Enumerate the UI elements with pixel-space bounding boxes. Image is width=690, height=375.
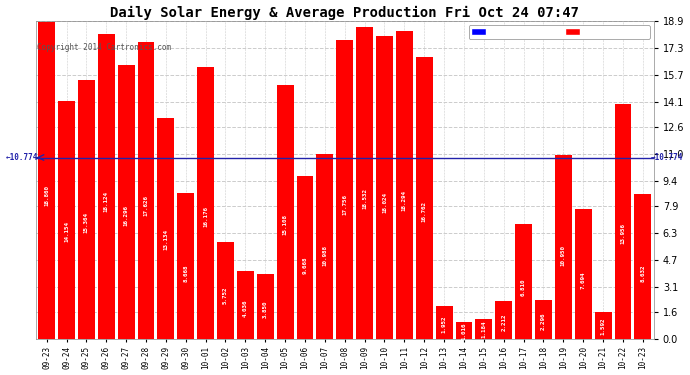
Text: 3.850: 3.850 bbox=[263, 301, 268, 318]
Bar bbox=[535, 300, 552, 339]
Bar bbox=[435, 306, 453, 339]
Text: 13.956: 13.956 bbox=[620, 223, 626, 244]
Title: Daily Solar Energy & Average Production Fri Oct 24 07:47: Daily Solar Energy & Average Production … bbox=[110, 6, 579, 20]
Bar bbox=[515, 224, 532, 339]
Bar bbox=[336, 40, 353, 339]
Bar bbox=[475, 319, 492, 339]
Text: →10.774: →10.774 bbox=[651, 153, 684, 162]
Bar bbox=[237, 271, 254, 339]
Bar bbox=[575, 209, 592, 339]
Bar bbox=[376, 36, 393, 339]
Bar bbox=[495, 302, 512, 339]
Text: 8.668: 8.668 bbox=[184, 264, 188, 282]
Text: 18.124: 18.124 bbox=[104, 191, 109, 212]
Bar bbox=[58, 100, 75, 339]
Bar bbox=[555, 154, 572, 339]
Text: 9.668: 9.668 bbox=[302, 257, 308, 274]
Bar bbox=[38, 21, 55, 339]
Text: 17.626: 17.626 bbox=[144, 195, 148, 216]
Bar bbox=[297, 176, 313, 339]
Text: 15.108: 15.108 bbox=[283, 214, 288, 235]
Bar bbox=[317, 154, 333, 339]
Text: 5.752: 5.752 bbox=[223, 286, 228, 304]
Bar bbox=[455, 322, 473, 339]
Text: ←10.774: ←10.774 bbox=[6, 153, 38, 162]
Text: 2.212: 2.212 bbox=[501, 313, 506, 331]
Text: 1.184: 1.184 bbox=[482, 321, 486, 339]
Bar bbox=[615, 104, 631, 339]
Bar bbox=[356, 27, 373, 339]
Text: 7.694: 7.694 bbox=[581, 272, 586, 289]
Text: 17.756: 17.756 bbox=[342, 194, 347, 215]
Text: 18.294: 18.294 bbox=[402, 190, 407, 211]
Text: 10.950: 10.950 bbox=[561, 245, 566, 266]
Bar bbox=[217, 242, 234, 339]
Text: 16.762: 16.762 bbox=[422, 201, 426, 222]
Text: 4.036: 4.036 bbox=[243, 299, 248, 317]
Text: 14.154: 14.154 bbox=[64, 221, 69, 242]
Text: 16.176: 16.176 bbox=[203, 206, 208, 227]
Text: 13.134: 13.134 bbox=[164, 229, 168, 250]
Text: 18.532: 18.532 bbox=[362, 188, 367, 209]
Bar bbox=[177, 193, 194, 339]
Text: 16.296: 16.296 bbox=[124, 205, 128, 226]
Text: 18.024: 18.024 bbox=[382, 192, 387, 213]
Text: 15.364: 15.364 bbox=[84, 212, 89, 233]
Bar bbox=[416, 57, 433, 339]
Legend: Average  (kWh), Daily  (kWh): Average (kWh), Daily (kWh) bbox=[469, 25, 649, 39]
Bar bbox=[595, 312, 611, 339]
Text: 1.592: 1.592 bbox=[600, 318, 606, 335]
Bar bbox=[634, 194, 651, 339]
Bar bbox=[98, 34, 115, 339]
Text: 2.296: 2.296 bbox=[541, 312, 546, 330]
Bar bbox=[396, 31, 413, 339]
Bar bbox=[78, 80, 95, 339]
Bar bbox=[197, 67, 214, 339]
Text: Copyright 2014 Cartronics.com: Copyright 2014 Cartronics.com bbox=[37, 43, 171, 52]
Bar bbox=[277, 85, 293, 339]
Text: 1.016: 1.016 bbox=[462, 322, 466, 340]
Bar bbox=[137, 42, 155, 339]
Text: 6.810: 6.810 bbox=[521, 278, 526, 296]
Text: 10.988: 10.988 bbox=[322, 245, 327, 266]
Bar bbox=[257, 274, 274, 339]
Bar bbox=[157, 118, 175, 339]
Text: 18.860: 18.860 bbox=[44, 186, 49, 207]
Text: 1.952: 1.952 bbox=[442, 315, 446, 333]
Bar bbox=[118, 64, 135, 339]
Text: 8.632: 8.632 bbox=[640, 265, 645, 282]
